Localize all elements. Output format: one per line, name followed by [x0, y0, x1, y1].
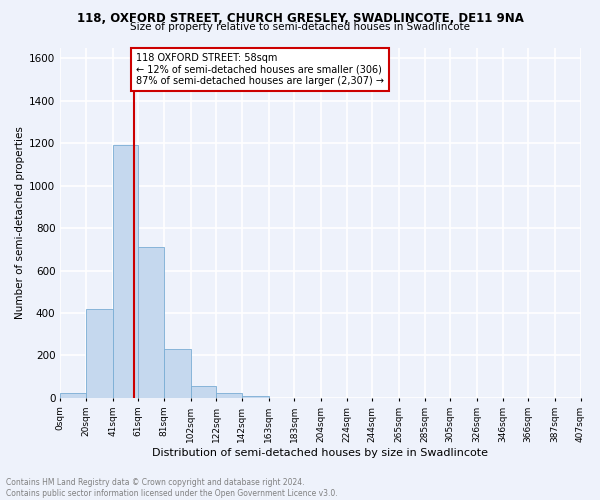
- Text: 118 OXFORD STREET: 58sqm
← 12% of semi-detached houses are smaller (306)
87% of : 118 OXFORD STREET: 58sqm ← 12% of semi-d…: [136, 53, 383, 86]
- Bar: [216, 392, 242, 398]
- X-axis label: Distribution of semi-detached houses by size in Swadlincote: Distribution of semi-detached houses by …: [152, 448, 488, 458]
- Text: Size of property relative to semi-detached houses in Swadlincote: Size of property relative to semi-detach…: [130, 22, 470, 32]
- Bar: [242, 396, 269, 398]
- Bar: [164, 349, 191, 398]
- Y-axis label: Number of semi-detached properties: Number of semi-detached properties: [15, 126, 25, 319]
- Bar: [113, 145, 138, 398]
- Bar: [191, 386, 216, 398]
- Bar: [86, 308, 113, 398]
- Bar: [60, 392, 86, 398]
- Bar: [138, 247, 164, 398]
- Text: Contains HM Land Registry data © Crown copyright and database right 2024.
Contai: Contains HM Land Registry data © Crown c…: [6, 478, 338, 498]
- Text: 118, OXFORD STREET, CHURCH GRESLEY, SWADLINCOTE, DE11 9NA: 118, OXFORD STREET, CHURCH GRESLEY, SWAD…: [77, 12, 523, 26]
